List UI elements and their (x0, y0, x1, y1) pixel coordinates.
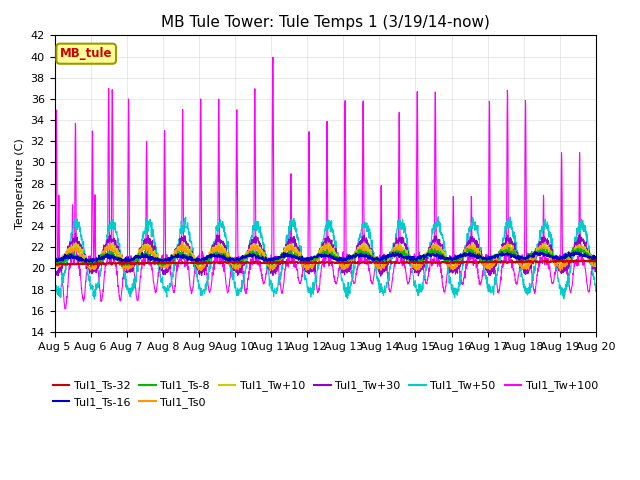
Tul1_Ts-32 (592, 258, 600, 264)
Y-axis label: Temperature (C): Temperature (C) (15, 138, 25, 229)
Tul1_Ts0 (353, 249, 360, 254)
Tul1_Tw+100 (269, 54, 276, 60)
Tul1_Tw+100 (545, 265, 552, 271)
Tul1_Ts-32 (557, 257, 565, 263)
Tul1_Ts0 (202, 262, 209, 268)
Tul1_Tw+50 (90, 296, 98, 302)
Line: Tul1_Ts0: Tul1_Ts0 (54, 242, 596, 271)
Tul1_Tw+30 (377, 273, 385, 279)
Tul1_Ts-32 (202, 261, 209, 266)
Tul1_Ts-32 (560, 259, 568, 265)
Tul1_Ts-32 (51, 262, 58, 268)
Tul1_Tw+10 (483, 261, 490, 267)
Tul1_Tw+10 (559, 258, 567, 264)
Tul1_Tw+30 (202, 264, 209, 270)
Tul1_Tw+30 (560, 267, 568, 273)
Tul1_Tw+100 (51, 261, 58, 266)
Tul1_Tw+100 (592, 255, 600, 261)
Tul1_Ts0 (592, 263, 600, 269)
Tul1_Ts-16 (202, 255, 209, 261)
Tul1_Ts-8 (560, 256, 568, 262)
Tul1_Tw+50 (545, 222, 552, 228)
Tul1_Ts0 (504, 239, 511, 245)
Tul1_Ts-16 (353, 252, 360, 257)
Line: Tul1_Tw+30: Tul1_Tw+30 (54, 233, 596, 276)
Tul1_Ts0 (556, 268, 564, 274)
Tul1_Ts0 (340, 262, 348, 267)
Tul1_Tw+50 (592, 283, 600, 289)
Tul1_Ts-16 (51, 254, 58, 260)
Tul1_Ts-32 (341, 260, 349, 265)
Tul1_Ts0 (560, 264, 568, 269)
Tul1_Ts-32 (545, 259, 552, 264)
Tul1_Tw+100 (560, 255, 568, 261)
Line: Tul1_Ts-32: Tul1_Ts-32 (54, 260, 596, 265)
Line: Tul1_Tw+50: Tul1_Tw+50 (54, 216, 596, 299)
Tul1_Tw+10 (353, 249, 360, 254)
Tul1_Ts-8 (592, 254, 600, 260)
Tul1_Ts-16 (483, 255, 490, 261)
Tul1_Ts-16 (560, 252, 568, 258)
Tul1_Tw+50 (483, 281, 491, 287)
Line: Tul1_Tw+100: Tul1_Tw+100 (54, 57, 596, 309)
Tul1_Ts-16 (341, 256, 349, 262)
Line: Tul1_Ts-8: Tul1_Ts-8 (54, 247, 596, 267)
Tul1_Tw+100 (483, 260, 491, 265)
Tul1_Ts-16 (592, 255, 600, 261)
Tul1_Ts-8 (202, 256, 209, 262)
Tul1_Tw+50 (341, 289, 349, 295)
Tul1_Tw+30 (545, 239, 552, 244)
Text: MB_tule: MB_tule (60, 47, 113, 60)
Tul1_Tw+100 (202, 264, 209, 270)
Tul1_Ts-8 (51, 261, 58, 267)
Tul1_Ts-16 (531, 249, 539, 254)
Tul1_Ts0 (545, 251, 552, 256)
Tul1_Ts0 (483, 262, 490, 268)
Tul1_Ts-8 (483, 260, 490, 265)
Tul1_Ts-8 (341, 255, 349, 261)
Tul1_Tw+100 (341, 97, 349, 103)
Tul1_Ts-8 (545, 252, 552, 257)
Tul1_Ts-8 (353, 252, 360, 257)
Tul1_Tw+10 (51, 262, 58, 267)
Tul1_Ts-8 (190, 264, 198, 270)
Tul1_Tw+30 (341, 269, 349, 275)
Tul1_Tw+30 (353, 248, 360, 253)
Tul1_Tw+50 (202, 286, 209, 292)
Line: Tul1_Ts-16: Tul1_Ts-16 (54, 252, 596, 263)
Tul1_Ts-16 (118, 260, 126, 266)
Tul1_Tw+30 (72, 230, 79, 236)
Tul1_Ts-8 (505, 244, 513, 250)
Tul1_Tw+10 (179, 240, 186, 245)
Tul1_Ts-32 (83, 262, 91, 268)
Line: Tul1_Tw+10: Tul1_Tw+10 (54, 242, 596, 266)
Tul1_Tw+30 (483, 265, 491, 271)
Tul1_Tw+100 (61, 306, 69, 312)
Tul1_Tw+10 (545, 246, 552, 252)
Tul1_Tw+50 (435, 214, 442, 219)
Tul1_Tw+50 (560, 288, 568, 294)
Tul1_Ts-32 (353, 260, 360, 265)
Tul1_Tw+50 (51, 287, 58, 292)
Tul1_Tw+100 (353, 266, 361, 272)
Tul1_Tw+10 (341, 261, 349, 267)
Tul1_Tw+50 (353, 248, 360, 254)
Tul1_Tw+10 (202, 255, 209, 261)
Legend: Tul1_Ts-32, Tul1_Ts-16, Tul1_Ts-8, Tul1_Ts0, Tul1_Tw+10, Tul1_Tw+30, Tul1_Tw+50,: Tul1_Ts-32, Tul1_Ts-16, Tul1_Ts-8, Tul1_… (48, 376, 602, 412)
Tul1_Ts-32 (483, 260, 490, 265)
Title: MB Tule Tower: Tule Temps 1 (3/19/14-now): MB Tule Tower: Tule Temps 1 (3/19/14-now… (161, 15, 490, 30)
Tul1_Tw+10 (592, 264, 600, 269)
Tul1_Ts-16 (545, 251, 552, 257)
Tul1_Tw+30 (51, 267, 58, 273)
Tul1_Tw+30 (592, 267, 600, 273)
Tul1_Ts0 (51, 264, 58, 269)
